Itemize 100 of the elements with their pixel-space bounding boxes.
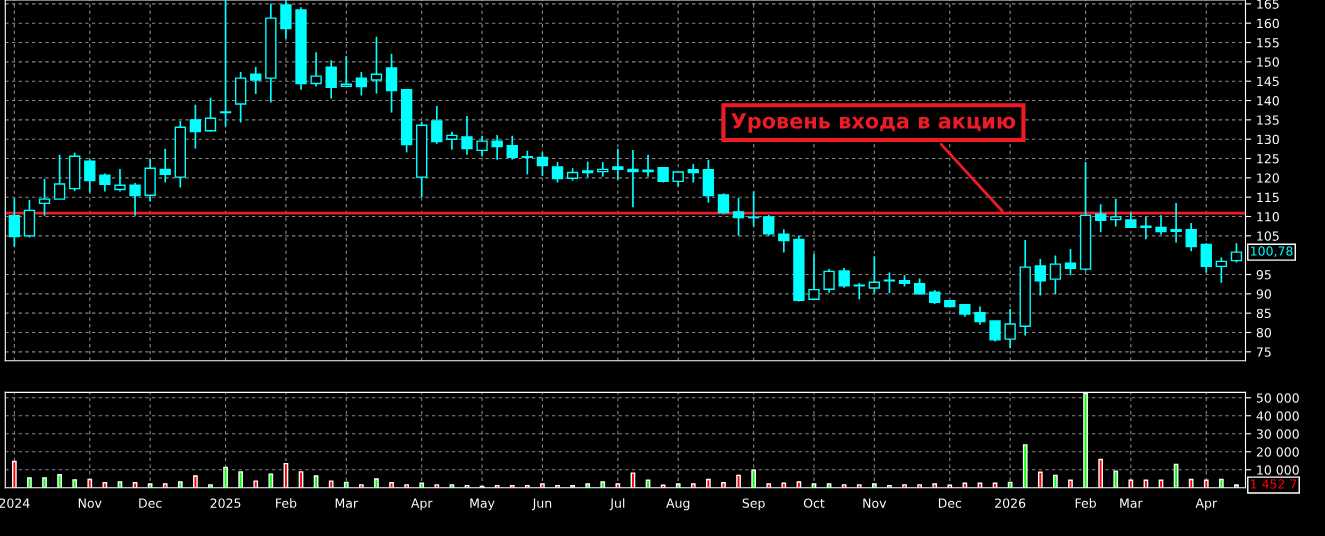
bar [177, 481, 183, 488]
bar [1203, 479, 1209, 488]
candlestick [114, 168, 126, 193]
candlestick [687, 163, 699, 184]
x-tick-label: Aug [666, 498, 690, 511]
bar [208, 484, 213, 488]
bar [736, 474, 741, 488]
candlestick [476, 134, 488, 158]
bar [1128, 479, 1134, 488]
candlestick [1200, 242, 1212, 274]
candlestick [1064, 248, 1077, 277]
x-tick-label: Jul [609, 498, 625, 511]
bar [675, 483, 681, 488]
bar [374, 478, 379, 488]
ref-line-label: Уровень входа в акцию [731, 113, 1016, 133]
candlestick [551, 161, 564, 184]
bar [389, 482, 394, 488]
candlestick [868, 255, 881, 294]
bar [856, 484, 862, 488]
candlestick [582, 160, 594, 178]
bar [1219, 478, 1224, 488]
bar [57, 474, 62, 488]
candlestick [1110, 197, 1122, 228]
candlestick [189, 103, 202, 150]
bar [585, 483, 591, 488]
candlestick [883, 271, 896, 294]
candlestick [1140, 215, 1152, 241]
bar [343, 481, 349, 488]
y-tick-label: 160 [1257, 18, 1279, 29]
candlestick [250, 66, 262, 95]
bar [1113, 470, 1119, 488]
bar [706, 478, 711, 488]
y-tick-label: 125 [1257, 153, 1279, 164]
bar [871, 483, 877, 488]
y-tick-label: 155 [1257, 38, 1279, 48]
bar [193, 475, 198, 488]
y-tick-label: 75 [1256, 347, 1271, 357]
candlestick [53, 153, 66, 200]
bar [404, 484, 409, 488]
y-tick-label: 40 000 [1256, 411, 1299, 421]
bar [721, 482, 726, 488]
candlestick [838, 267, 850, 289]
candlestick [808, 253, 820, 301]
candlestick [1170, 202, 1182, 244]
x-tick-label: Dec [139, 498, 162, 508]
candlestick [778, 228, 790, 254]
x-tick-label: Feb [1075, 498, 1096, 508]
candlestick [340, 55, 352, 88]
candlestick [8, 197, 21, 248]
candlestick [204, 96, 217, 133]
bar [1188, 478, 1194, 488]
x-tick-label: Sep [742, 498, 765, 511]
candlestick [129, 182, 141, 217]
x-tick-label: Oct [803, 498, 825, 508]
candlestick [823, 268, 835, 294]
candlestick [853, 282, 865, 301]
candlestick [431, 105, 443, 145]
y-tick-label: 105 [1257, 231, 1279, 241]
bar [1053, 474, 1058, 488]
x-tick-label: Apr [1195, 498, 1218, 511]
y-tick-label: 10 000 [1257, 465, 1299, 475]
candlestick [461, 115, 473, 156]
x-tick-label: Mar [335, 498, 359, 508]
bar [268, 473, 274, 488]
x-tick-label: Apr [411, 498, 433, 511]
bar [1098, 458, 1104, 488]
candlestick [521, 149, 534, 176]
bar [87, 478, 93, 488]
x-tick-label: Feb [276, 498, 297, 508]
y-tick-label: 30 000 [1256, 429, 1299, 439]
text: 100,78 [1251, 246, 1293, 258]
y-tick-label: 20 000 [1256, 447, 1299, 457]
bar [751, 469, 756, 488]
bar [162, 483, 168, 488]
x-tick-label: Dec [938, 498, 962, 508]
x-tick-label: 2025 [210, 498, 241, 508]
candlestick [974, 305, 986, 326]
bar [434, 484, 440, 488]
y-tick-label: 80 [1256, 327, 1271, 338]
y-tick-label: 115 [1257, 192, 1279, 203]
bar [917, 484, 922, 488]
candlestick [1155, 214, 1167, 236]
y-tick-label: 140 [1257, 96, 1279, 106]
bar [223, 466, 228, 488]
bar [1234, 484, 1239, 488]
x-tick-label: Nov [863, 498, 887, 508]
bar [11, 460, 17, 488]
bar [253, 480, 259, 488]
candlestick [642, 153, 654, 178]
candlestick [325, 59, 337, 100]
y-tick-label: 135 [1257, 115, 1279, 125]
y-tick-label: 150 [1257, 57, 1279, 67]
bar [1022, 444, 1028, 488]
x-tick-label: Nov [78, 498, 102, 508]
candlestick [1004, 308, 1016, 350]
bar [328, 480, 334, 488]
y-tick-label: 110 [1257, 211, 1279, 222]
x-tick-label: May [470, 498, 495, 511]
bar [766, 483, 772, 488]
candlestick [763, 214, 775, 237]
